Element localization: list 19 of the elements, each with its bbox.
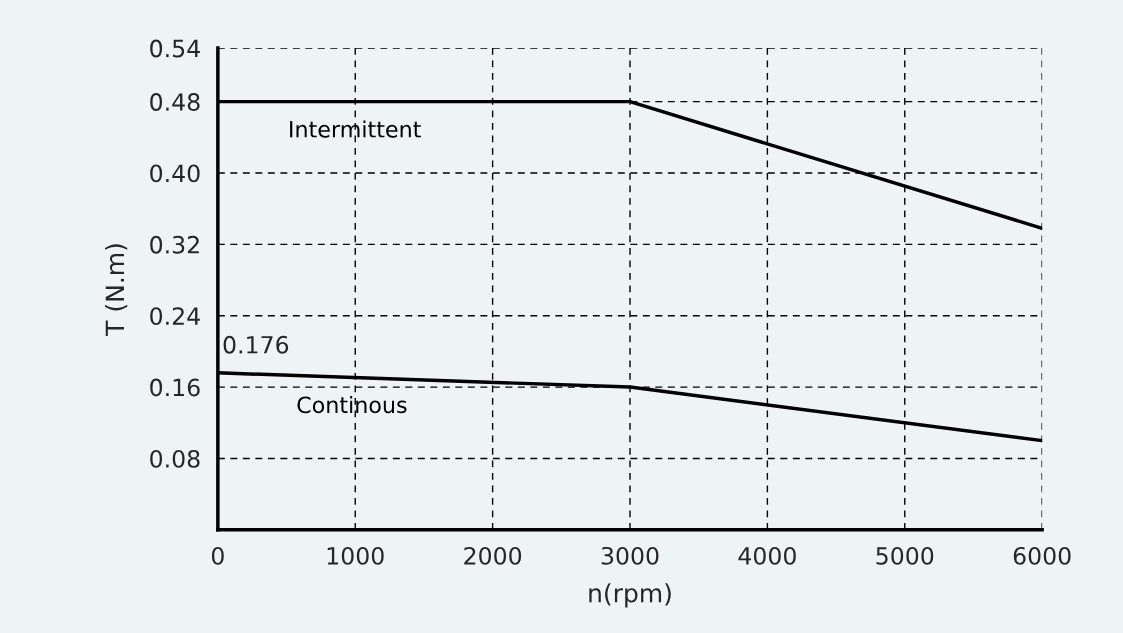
annotation: 0.176 <box>223 335 289 354</box>
y-tick-label: 0.24 <box>150 307 200 326</box>
y-tick-label: 0.08 <box>150 449 200 468</box>
y-axis-title: T (N.m) <box>105 244 128 336</box>
y-tick-label: 0.16 <box>150 378 200 397</box>
y-tick-label: 0.32 <box>150 235 199 254</box>
series-label: Intermittent <box>290 120 421 138</box>
y-tick-label: 0.40 <box>150 164 200 183</box>
y-tick-label: 0.48 <box>150 93 200 111</box>
x-tick-label: 5000 <box>876 546 934 565</box>
y-tick-label: 0.54 <box>150 39 200 58</box>
x-tick-label: 4000 <box>738 546 796 565</box>
x-tick-label: 0 <box>211 546 224 565</box>
series-label: Continous <box>297 396 407 414</box>
x-axis-title: n(rpm) <box>589 583 671 608</box>
x-tick-label: 2000 <box>464 546 522 565</box>
x-tick-label: 6000 <box>1013 546 1071 565</box>
x-tick-label: 1000 <box>327 546 384 565</box>
x-tick-label: 3000 <box>601 546 659 565</box>
